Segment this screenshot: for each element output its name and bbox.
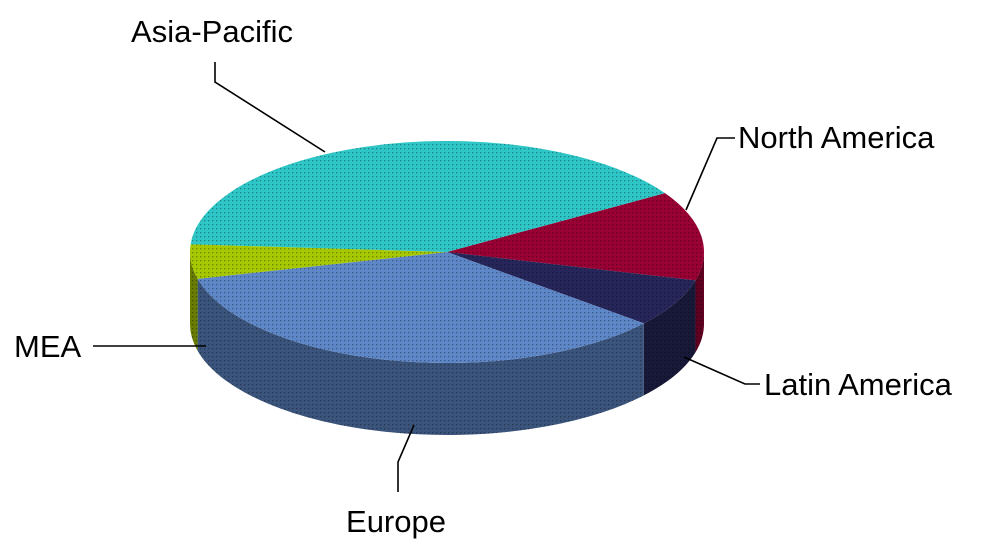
- slice-label-latin-america: Latin America: [764, 367, 953, 402]
- slice-asia-pacific-texture: [190, 141, 665, 252]
- leader-line-north-america: [685, 137, 735, 211]
- slice-latin-america-texture: [447, 252, 696, 324]
- slice-label-asia-pacific: Asia-Pacific: [131, 14, 293, 49]
- slice-europe-texture: [197, 252, 644, 363]
- leader-line-asia-pacific: [214, 62, 326, 153]
- slice-side-north-america-texture: [695, 252, 704, 353]
- slice-label-europe: Europe: [346, 504, 446, 539]
- pie-top-faces: [189, 141, 704, 363]
- pie-side-faces: [190, 252, 704, 435]
- slice-label-mea: MEA: [14, 329, 82, 364]
- leader-line-latin-america: [683, 356, 760, 385]
- slice-mea-texture: [189, 244, 447, 279]
- slice-label-north-america: North America: [738, 120, 935, 155]
- slice-side-mea-texture: [190, 252, 198, 351]
- slice-side-latin-america-texture: [643, 280, 696, 396]
- slice-north-america-texture: [447, 193, 704, 281]
- slice-labels: North America Latin America Europe MEA Asia-…: [14, 14, 953, 539]
- leader-line-europe: [397, 424, 415, 492]
- leader-lines: [93, 62, 760, 492]
- slice-side-europe-texture: [197, 278, 644, 435]
